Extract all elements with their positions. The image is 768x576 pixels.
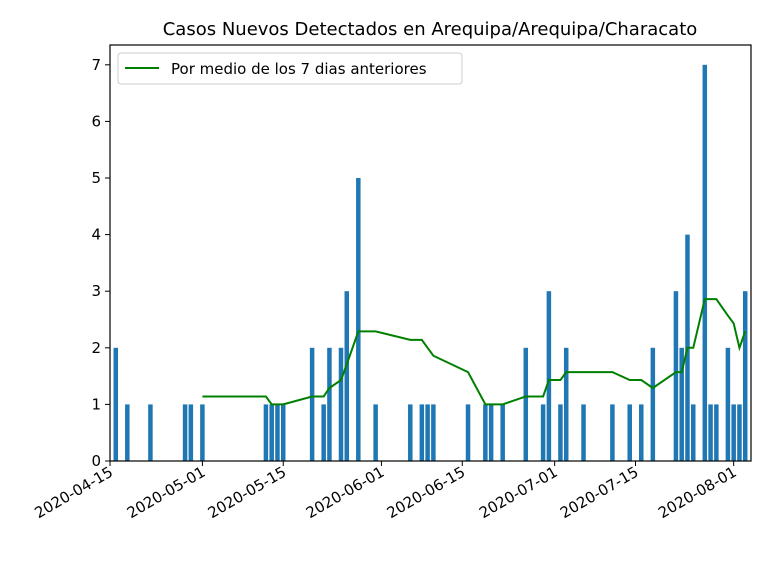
bar-series <box>113 64 748 462</box>
x-tick-label: 2020-06-15 <box>384 463 469 522</box>
y-axis: 0 1 2 3 4 5 6 7 <box>91 56 110 470</box>
bar <box>714 404 719 461</box>
x-tick-label: 2020-04-15 <box>31 463 116 522</box>
bar <box>639 404 644 461</box>
bar <box>465 404 471 461</box>
moving-average-series <box>202 298 747 406</box>
bar <box>113 347 119 461</box>
bar <box>275 404 280 461</box>
legend-label: Por medio de los 7 dias anteriores <box>171 60 427 78</box>
moving-average-line <box>202 298 747 406</box>
bar <box>321 404 326 461</box>
bar <box>200 404 205 461</box>
y-tick-label: 2 <box>91 339 101 357</box>
bar <box>742 291 748 461</box>
bar <box>650 347 656 461</box>
bar <box>148 404 153 461</box>
bar <box>708 404 713 461</box>
bar <box>269 404 274 461</box>
bar <box>563 347 569 461</box>
bar <box>558 404 563 461</box>
y-tick-label: 7 <box>91 56 101 74</box>
x-tick-label: 2020-08-01 <box>655 463 740 522</box>
bar <box>419 404 425 461</box>
bar <box>182 404 188 461</box>
bar <box>280 404 286 461</box>
y-tick-label: 5 <box>91 169 101 187</box>
bar <box>737 404 742 461</box>
chart-title: Casos Nuevos Detectados en Arequipa/Areq… <box>163 19 698 40</box>
x-tick-label: 2020-06-01 <box>303 463 388 522</box>
bar <box>725 347 731 461</box>
bar <box>188 404 194 461</box>
bar <box>408 404 413 461</box>
y-tick-label: 6 <box>91 112 101 130</box>
bar <box>731 404 736 461</box>
bar <box>627 404 632 461</box>
bar <box>500 404 505 461</box>
plot-frame <box>109 44 752 462</box>
y-tick-label: 4 <box>91 226 101 244</box>
bar <box>263 404 269 461</box>
x-tick-label: 2020-05-01 <box>124 463 209 522</box>
legend-box <box>117 52 463 85</box>
x-tick-label: 2020-07-15 <box>557 463 642 522</box>
bar <box>488 404 494 461</box>
bar <box>125 404 130 461</box>
bar <box>373 404 378 461</box>
bar <box>338 347 344 461</box>
x-tick-label: 2020-05-15 <box>205 463 290 522</box>
bar <box>691 404 696 461</box>
legend: Por medio de los 7 dias anteriores <box>117 52 463 85</box>
bar <box>679 347 684 461</box>
bar <box>309 347 315 461</box>
bar <box>610 404 615 461</box>
bar <box>483 404 488 461</box>
bar <box>540 404 546 461</box>
bar <box>673 291 679 461</box>
y-tick-label: 0 <box>91 452 101 470</box>
y-tick-label: 1 <box>91 395 101 413</box>
bar <box>702 64 708 462</box>
bar <box>431 404 436 461</box>
bar <box>356 178 361 461</box>
bar <box>581 404 586 461</box>
bar <box>523 347 529 461</box>
x-tick-label: 2020-07-01 <box>476 463 561 522</box>
bar <box>327 347 332 461</box>
bar <box>344 291 350 461</box>
bar <box>546 291 552 461</box>
y-tick-label: 3 <box>91 282 101 300</box>
bar <box>425 404 430 461</box>
